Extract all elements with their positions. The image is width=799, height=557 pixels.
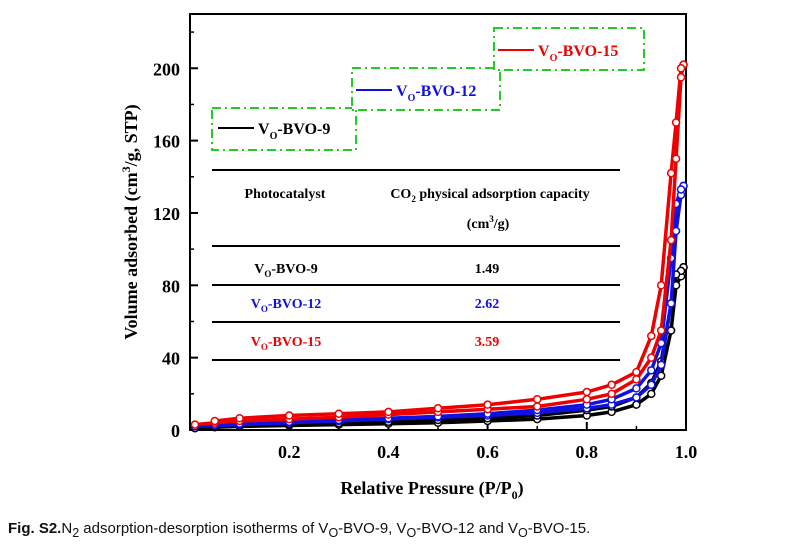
table-row-value: 3.59: [475, 335, 500, 350]
data-point-vo-bvo-15: [532, 395, 542, 404]
data-point-vo-bvo-15: [607, 380, 616, 390]
legend-label-vo-bvo-15: VO-BVO-15: [538, 43, 618, 64]
data-point-vo-bvo-15: [582, 387, 592, 397]
data-point-vo-bvo-15: [666, 235, 676, 245]
data-point-vo-bvo-15: [210, 416, 220, 426]
data-point-vo-bvo-15: [647, 331, 656, 341]
data-point-vo-bvo-9: [647, 389, 656, 399]
data-point-vo-bvo-15: [433, 404, 443, 413]
data-point-vo-bvo-15: [483, 400, 492, 409]
data-point-vo-bvo-12: [632, 393, 641, 402]
y-tick-label: 120: [153, 204, 180, 224]
data-point-vo-bvo-15: [647, 353, 656, 362]
legend-label-vo-bvo-12: VO-BVO-12: [396, 83, 476, 104]
data-point-vo-bvo-15: [284, 411, 294, 420]
data-point-vo-bvo-15: [656, 326, 666, 335]
data-point-vo-bvo-15: [632, 375, 641, 384]
data-point-vo-bvo-12: [632, 384, 641, 393]
series-line-vo-bvo-15-adsorption: [194, 64, 686, 427]
data-point-vo-bvo-12: [647, 380, 656, 390]
x-tick-label: 0.4: [377, 442, 400, 462]
data-point-vo-bvo-15: [666, 168, 676, 178]
table-row-name: VO-BVO-12: [251, 297, 322, 314]
data-point-vo-bvo-12: [656, 360, 666, 370]
table-row-name: VO-BVO-15: [251, 335, 322, 352]
x-tick-label: 0.2: [278, 442, 301, 462]
x-tick-label: 1.0: [675, 442, 698, 462]
table-header-col1: Photocatalyst: [245, 187, 326, 202]
y-axis-ticks: 0 40 80 120 160 200: [153, 31, 198, 441]
x-tick-label: 0.6: [476, 442, 499, 462]
data-point-vo-bvo-15: [656, 281, 666, 290]
data-table: Photocatalyst CO2 physical adsorption ca…: [212, 169, 620, 361]
x-axis-ticks: 0.2 0.4 0.6 0.8 1.0: [238, 422, 698, 462]
data-point-vo-bvo-12: [666, 299, 676, 308]
data-point-vo-bvo-12: [676, 185, 686, 194]
data-point-vo-bvo-15: [582, 395, 592, 404]
data-point-vo-bvo-15: [676, 64, 686, 73]
data-point-vo-bvo-12: [647, 366, 656, 375]
y-tick-label: 0: [171, 421, 180, 441]
table-row-value: 2.62: [475, 297, 500, 312]
isotherm-curves: [190, 60, 688, 433]
data-point-vo-bvo-15: [671, 118, 681, 127]
table-row-value: 1.49: [475, 262, 500, 277]
y-tick-label: 200: [153, 59, 180, 79]
data-point-vo-bvo-15: [384, 407, 393, 417]
data-point-vo-bvo-15: [632, 367, 641, 377]
legend-label-vo-bvo-9: VO-BVO-9: [258, 121, 330, 142]
data-point-vo-bvo-9: [632, 400, 641, 409]
data-point-vo-bvo-15: [334, 409, 344, 418]
data-point-vo-bvo-12: [671, 226, 681, 236]
data-point-vo-bvo-15: [671, 154, 681, 163]
y-axis-label: Volume adsorbed (cm3/g, STP): [119, 104, 142, 339]
table-row-name: VO-BVO-9: [254, 262, 318, 279]
table-header-units: (cm3/g): [467, 214, 510, 232]
data-point-vo-bvo-15: [676, 73, 686, 82]
table-header-col2: CO2 physical adsorption capacity: [390, 187, 589, 204]
data-point-vo-bvo-15: [235, 413, 244, 423]
y-tick-label: 160: [153, 132, 180, 152]
data-point-vo-bvo-15: [532, 402, 542, 411]
x-axis-label: Relative Pressure (P/P0): [340, 478, 523, 500]
legend: VO-BVO-9 VO-BVO-12 VO-BVO-15: [211, 27, 645, 151]
x-tick-label: 0.8: [576, 442, 599, 462]
figure-caption: Fig. S2.N2 adsorption-desorption isother…: [8, 520, 591, 540]
data-point-vo-bvo-15: [190, 420, 200, 429]
data-point-vo-bvo-15: [607, 389, 616, 399]
y-tick-label: 80: [162, 276, 180, 296]
y-tick-label: 40: [162, 349, 180, 369]
isotherm-chart: 0 40 80 120 160 200 0.2 0.4 0.6 0.8 1.0 Photocata…: [119, 13, 698, 500]
